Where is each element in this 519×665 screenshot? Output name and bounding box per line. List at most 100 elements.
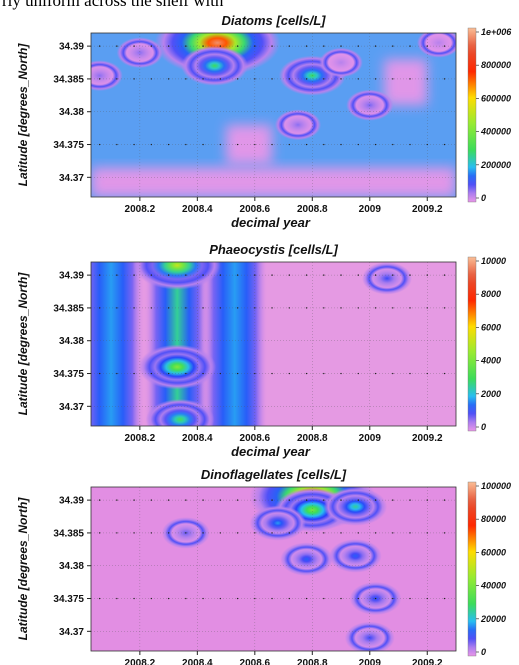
sample-point [409,372,411,375]
sample-point [443,532,446,534]
y-tick-label: 34.37 [59,627,84,638]
sample-point [271,372,273,375]
sample-point [167,372,170,375]
colorbar-tick-label: 20000 [480,614,506,624]
sample-point [374,45,377,47]
x-tick-label: 2009 [359,433,382,444]
x-tick-label: 2008.4 [182,658,213,665]
sample-point [98,143,101,146]
sample-point [357,274,359,276]
sample-point [116,45,118,47]
sample-point [340,499,342,501]
sample-point [236,45,239,47]
sample-point [202,274,204,276]
sample-point [116,307,118,309]
y-axis-label: Latitude [degrees_North] [16,43,30,187]
sample-point [443,274,446,276]
x-tick-label: 2008.2 [125,433,156,444]
chart-title: Diatoms [cells/L] [221,13,326,28]
sample-point [219,78,222,80]
heatmap-field [91,33,456,197]
sample-point [150,143,153,146]
sample-point [443,499,446,501]
sample-point [116,499,118,501]
sample-point [219,274,222,276]
colorbar-tick-label: 4000 [480,356,501,366]
sample-point [288,45,291,47]
y-tick-label: 34.375 [53,369,84,380]
sample-point [167,307,170,309]
sample-point [116,372,118,375]
x-axis-label: decimal year [231,444,311,459]
sample-point [185,307,187,309]
x-axis-label: decimal year [231,215,311,230]
sample-point [357,532,359,534]
sample-point [374,597,377,600]
x-tick-label: 2009.2 [412,658,443,665]
concentration-blob [280,542,333,576]
sample-point [340,143,342,146]
y-tick-label: 34.375 [53,594,84,605]
y-axis-label: Latitude [degrees_North] [16,497,30,641]
sample-point [392,372,394,375]
sample-point [133,78,135,80]
plot-frame [90,261,457,427]
concentration-blob [133,262,221,290]
colorbar-tick-label: 80000 [481,514,506,524]
concentration-blob [323,487,388,526]
sample-point [133,372,135,375]
x-tick-label: 2008.4 [182,204,213,215]
sample-point [392,597,394,600]
sample-point [167,274,170,276]
x-tick-label: 2008.2 [125,658,156,665]
sample-point [202,78,204,80]
heatmap-field [91,262,456,426]
y-tick-label: 34.38 [59,336,84,347]
sample-point [185,45,187,47]
sample-point [236,78,239,80]
y-tick-label: 34.37 [59,173,84,184]
y-tick-label: 34.37 [59,402,84,413]
colorbar-tick-label: 6000 [481,322,501,332]
sample-point [254,45,256,47]
sample-point [340,78,342,80]
y-tick-label: 34.375 [53,140,84,151]
concentration-blob [249,505,306,541]
sample-point [150,307,153,309]
sample-point [133,274,135,276]
colorbar [467,256,477,432]
sample-point [323,597,325,600]
colorbar [467,27,477,203]
colorbar-tick-label: 600000 [481,93,511,103]
x-tick-label: 2008.6 [240,433,271,444]
sample-point [305,45,308,47]
sample-point [98,532,101,534]
sample-point [202,307,204,309]
sample-point [202,532,204,534]
sample-point [305,78,308,80]
sample-point [409,597,411,600]
sample-point [409,78,411,80]
sample-point [426,45,428,47]
sample-point [288,274,291,276]
sample-point [98,78,101,80]
x-tick-label: 2008.6 [240,204,271,215]
low-region [226,124,273,165]
sample-point [426,143,428,146]
sample-point [340,372,342,375]
plot-frame [90,486,457,652]
sample-point [443,597,446,600]
concentration-blob [416,33,456,58]
sample-point [271,532,273,534]
concentration-band [201,262,268,426]
y-tick-label: 34.385 [53,74,84,85]
colorbar-tick-label: 100000 [481,481,511,491]
concentration-band [91,262,145,426]
sample-point [323,307,325,309]
sample-point [357,597,359,600]
colorbar-tick-label: 200000 [480,160,511,170]
x-tick-label: 2008.8 [297,658,328,665]
sample-point [167,597,170,600]
sample-point [116,532,118,534]
sample-point [409,274,411,276]
